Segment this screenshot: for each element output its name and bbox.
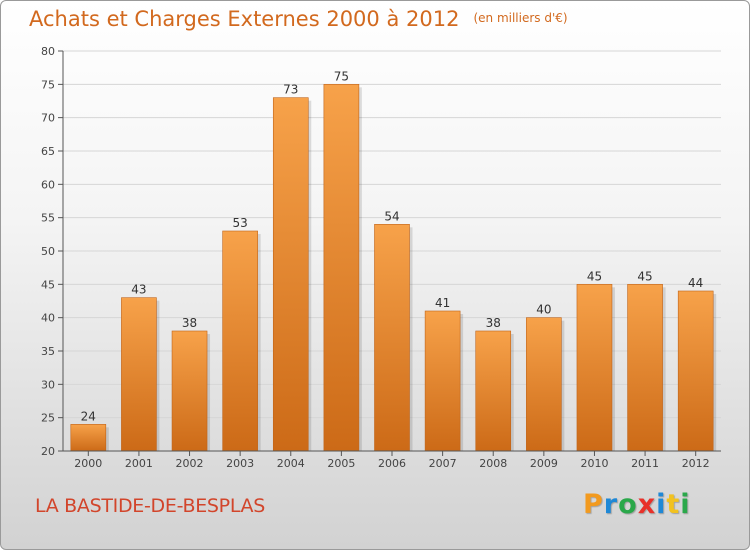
value-label: 75 (334, 69, 349, 83)
value-label: 38 (486, 316, 501, 330)
x-tick-label: 2010 (580, 457, 608, 470)
bar-2009 (526, 317, 562, 452)
bar-2007 (424, 310, 461, 452)
y-tick-label: 45 (41, 278, 55, 291)
axes: 20 25 30 35 40 45 50 55 60 65 70 75 80 2000 2001 2002 20… (41, 45, 721, 470)
y-tick-label: 20 (41, 445, 55, 458)
bar-2004 (272, 97, 309, 452)
logo-letter: i (680, 489, 691, 520)
chart-unit: (en milliers d'€) (473, 11, 568, 25)
x-tick-label: 2007 (429, 457, 457, 470)
place-name: LA BASTIDE-DE-BESPLAS (35, 495, 266, 517)
value-label: 54 (384, 209, 399, 223)
bar-2005 (323, 84, 360, 452)
value-label: 45 (587, 269, 602, 283)
bar-2000 (70, 424, 107, 452)
x-tick-label: 2008 (479, 457, 507, 470)
proxiti-logo: Proxiti (583, 489, 691, 520)
y-tick-label: 70 (41, 112, 55, 125)
x-tick-label: 2009 (530, 457, 558, 470)
logo-letter: t (666, 489, 681, 520)
y-tick-label: 50 (41, 245, 55, 258)
x-tick-label: 2003 (226, 457, 254, 470)
bar-2011 (627, 284, 663, 452)
bar-2012 (677, 290, 714, 452)
value-label: 40 (536, 303, 551, 317)
y-tick-label: 75 (41, 78, 55, 91)
value-label: 38 (182, 316, 197, 330)
x-tick-label: 2004 (277, 457, 305, 470)
x-tick-label: 2001 (125, 457, 153, 470)
x-tick-label: 2006 (378, 457, 406, 470)
bar-2010 (576, 284, 613, 452)
x-tick-label: 2005 (327, 457, 355, 470)
logo-letter: P (583, 489, 604, 520)
y-tick-label: 30 (41, 378, 55, 391)
bar-2002 (171, 330, 208, 452)
bar-2006 (374, 224, 410, 452)
logo-letter: r (603, 489, 619, 520)
y-tick-label: 35 (41, 345, 55, 358)
value-label: 43 (131, 283, 146, 297)
value-label: 73 (283, 83, 298, 97)
x-tick-label: 2000 (74, 457, 102, 470)
y-tick-label: 80 (41, 45, 55, 58)
logo-letter: x (637, 489, 657, 520)
logo-letter: o (618, 489, 638, 520)
value-label: 45 (637, 269, 652, 283)
y-tick-label: 40 (41, 312, 55, 325)
bar-2001 (121, 297, 157, 452)
x-tick-label: 2002 (176, 457, 204, 470)
x-tick-label: 2012 (682, 457, 710, 470)
y-tick-label: 65 (41, 145, 55, 158)
value-label: 44 (688, 276, 703, 290)
value-label: 41 (435, 296, 450, 310)
y-tick-label: 55 (41, 212, 55, 225)
bar-2003 (222, 230, 258, 452)
y-tick-label: 25 (41, 412, 55, 425)
bars-group: 24 43 38 53 73 75 54 41 38 40 45 45 44 (70, 69, 717, 452)
value-label: 24 (81, 409, 96, 423)
value-label: 53 (233, 216, 248, 230)
logo-letter: i (656, 489, 667, 520)
bar-2008 (475, 330, 512, 452)
chart-title: Achats et Charges Externes 2000 à 2012 (e… (29, 7, 568, 31)
chart-title-text: Achats et Charges Externes 2000 à 2012 (29, 7, 460, 31)
x-tick-label: 2011 (631, 457, 659, 470)
y-tick-label: 60 (41, 178, 55, 191)
